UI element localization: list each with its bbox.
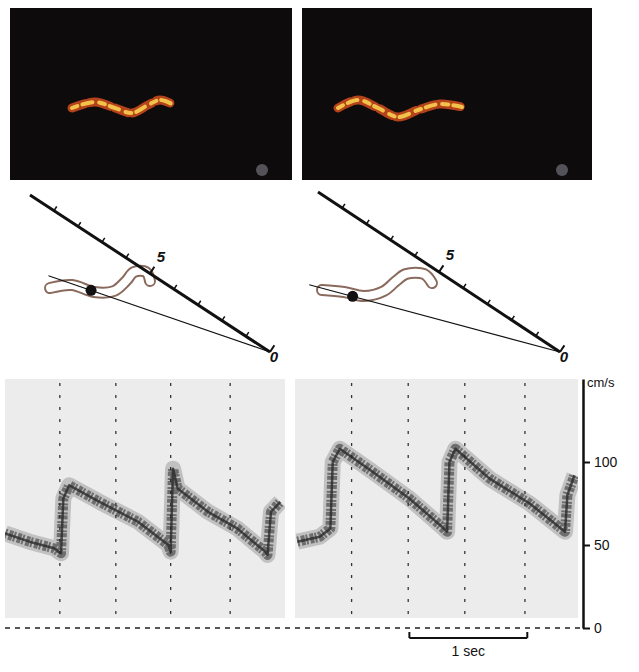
flow-color-core: [338, 100, 462, 117]
depth-minor-tick: [246, 332, 249, 336]
y-tick-label: 0: [594, 620, 602, 636]
y-tick-label: 100: [594, 454, 618, 470]
spectrum-panel: [5, 379, 295, 628]
depth-tick-label: 0: [270, 348, 279, 365]
y-tick: 0: [583, 620, 602, 636]
depth-minor-tick: [102, 238, 105, 242]
depth-scale-line: [318, 192, 560, 352]
spectrum-trace: [5, 469, 280, 555]
depth-tick-label: 5: [157, 248, 166, 265]
sample-volume: [347, 291, 358, 302]
spectrum-trace: [297, 449, 574, 542]
scale-bar-label: 1 sec: [452, 643, 485, 659]
sample-volume: [86, 285, 97, 296]
flow-color: [72, 100, 172, 113]
figure: 0505050100cm/s1 sec: [0, 0, 639, 672]
y-axis-title: cm/s: [587, 375, 615, 390]
depth-minor-tick: [366, 220, 369, 224]
y-axis-line: [582, 380, 585, 629]
doppler-image: [302, 8, 592, 180]
spectrum-background: [5, 379, 285, 618]
doppler-cursor: [48, 276, 270, 352]
depth-minor-tick: [463, 284, 466, 288]
y-tick-mark: [583, 462, 590, 464]
depth-tick-label: 0: [560, 348, 569, 365]
depth-tick-label: 5: [446, 246, 455, 263]
grid-line: [351, 383, 352, 614]
depth-minor-tick: [342, 204, 345, 208]
depth-minor-tick: [512, 316, 515, 320]
baseline: [295, 627, 583, 628]
y-tick-mark: [583, 545, 590, 547]
spectrum-marks: [5, 469, 280, 555]
flow-color: [338, 100, 462, 117]
image-speckle: [556, 164, 568, 176]
grid-line: [464, 383, 465, 614]
y-axis: 0 50 100: [583, 380, 618, 636]
spectrum-panel: 0 50 100 cm/s 1 sec: [295, 375, 618, 659]
y-tick: 50: [583, 537, 610, 553]
image-speckle: [256, 164, 268, 176]
depth-minor-tick: [54, 207, 57, 211]
spectrum-line: [5, 469, 280, 555]
depth-minor-tick: [126, 254, 129, 258]
spectrum-envelope: [5, 469, 280, 555]
image-background: [302, 8, 592, 180]
schematic: 05: [30, 195, 279, 365]
schematic: 05: [309, 192, 569, 365]
scale-bar-line: [409, 637, 527, 639]
scale-bar: 1 sec: [409, 632, 527, 659]
depth-minor-tick: [198, 301, 201, 305]
image-background: [10, 8, 292, 180]
doppler-cursor: [309, 285, 560, 352]
depth-minor-tick: [222, 316, 225, 320]
spectrum-background: [295, 379, 578, 618]
y-tick-label: 50: [594, 537, 610, 553]
depth-tick: [439, 265, 443, 272]
depth-minor-tick: [174, 285, 177, 289]
y-tick: 100: [583, 454, 618, 470]
depth-minor-tick: [536, 332, 539, 336]
spectrum-envelope: [297, 449, 574, 542]
spectrum-line: [297, 449, 574, 542]
grid-line: [115, 383, 116, 614]
baseline: [5, 627, 295, 628]
depth-minor-tick: [391, 236, 394, 240]
depth-minor-tick: [415, 252, 418, 256]
y-tick-mark: [583, 628, 590, 630]
scale-bar-end: [526, 632, 528, 638]
depth-minor-tick: [78, 222, 81, 226]
doppler-image: [10, 8, 292, 180]
depth-tick: [150, 267, 154, 274]
spectrum-marks: [297, 449, 574, 542]
depth-minor-tick: [487, 300, 490, 304]
grid-line: [230, 383, 231, 614]
depth-scale-line: [30, 195, 270, 352]
flow-color-core: [72, 100, 172, 113]
scale-bar-end: [408, 632, 410, 638]
